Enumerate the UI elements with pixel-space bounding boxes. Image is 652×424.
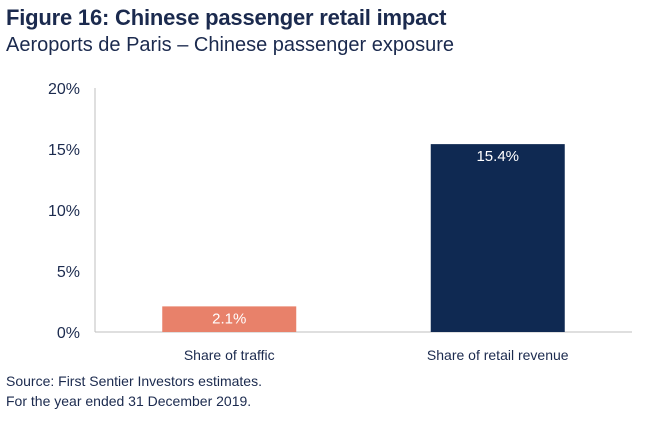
chart-title: Figure 16: Chinese passenger retail impa… bbox=[6, 5, 447, 30]
x-category-label: Share of traffic bbox=[184, 347, 275, 363]
y-tick-label: 15% bbox=[48, 142, 80, 159]
x-category-label: Share of retail revenue bbox=[427, 347, 569, 363]
source-note: Source: First Sentier Investors estimate… bbox=[6, 373, 262, 389]
bar-data-label: 2.1% bbox=[212, 310, 246, 327]
period-note: For the year ended 31 December 2019. bbox=[6, 393, 252, 409]
y-tick-label: 0% bbox=[57, 325, 80, 342]
y-tick-label: 20% bbox=[48, 81, 80, 98]
y-tick-label: 10% bbox=[48, 203, 80, 220]
y-tick-label: 5% bbox=[57, 264, 80, 281]
bar-data-label: 15.4% bbox=[476, 148, 519, 165]
chart-subtitle: Aeroports de Paris – Chinese passenger e… bbox=[6, 34, 455, 56]
bar-share-of-retail-revenue bbox=[430, 144, 565, 332]
bar-share-of-traffic bbox=[162, 306, 297, 332]
